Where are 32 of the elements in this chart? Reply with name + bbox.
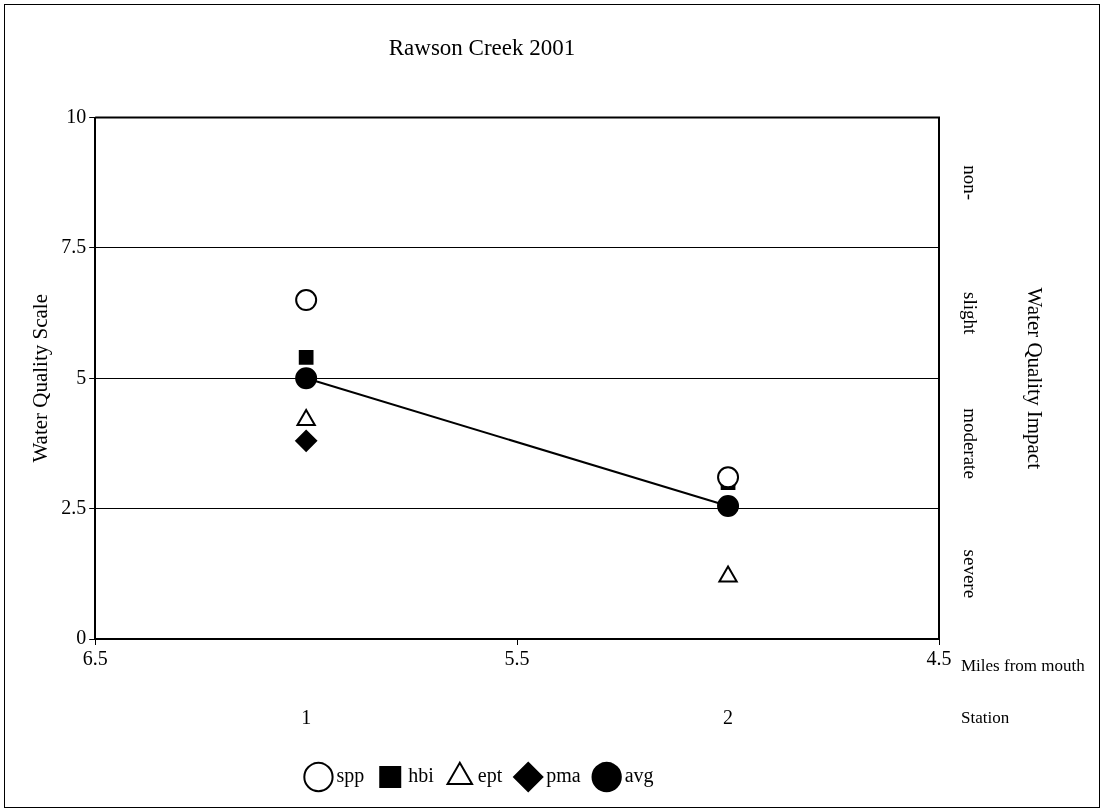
- point: [717, 495, 740, 518]
- x-tick-label: 6.5: [82, 647, 108, 670]
- point: [717, 466, 740, 489]
- y-tick-label: 10: [66, 104, 87, 127]
- legend-label: pma: [546, 764, 581, 788]
- x-tick-label: 4.5: [926, 647, 952, 670]
- y-tick-label: 7.5: [61, 235, 87, 258]
- point: [295, 429, 318, 452]
- legend-label: hbi: [408, 764, 435, 787]
- y-tick-label: 2.5: [61, 495, 87, 518]
- text: slight: [960, 292, 982, 335]
- chart-title: Rawson Creek 2001: [388, 34, 576, 60]
- point: [295, 289, 318, 312]
- legend-label: spp: [336, 764, 365, 788]
- text: severe: [960, 549, 982, 599]
- x-tick-label: 5.5: [504, 647, 530, 670]
- y-tick-label: 5: [76, 365, 87, 388]
- y2-axis-title: Water Quality Impact: [1023, 287, 1048, 470]
- legend-label: avg: [624, 764, 654, 788]
- point: [295, 367, 318, 390]
- point: [298, 350, 314, 365]
- y-tick-label: 0: [76, 626, 87, 649]
- point: [718, 565, 738, 583]
- legend-label: ept: [477, 764, 503, 788]
- y-axis-title: Water Quality Scale: [28, 294, 53, 463]
- text: non-: [960, 165, 982, 201]
- text: 1: [301, 706, 312, 729]
- text: 2: [723, 706, 734, 729]
- point: [296, 409, 316, 427]
- text: moderate: [960, 408, 982, 479]
- text: Station: [961, 708, 1010, 728]
- x-axis-title: Miles from mouth: [961, 656, 1086, 676]
